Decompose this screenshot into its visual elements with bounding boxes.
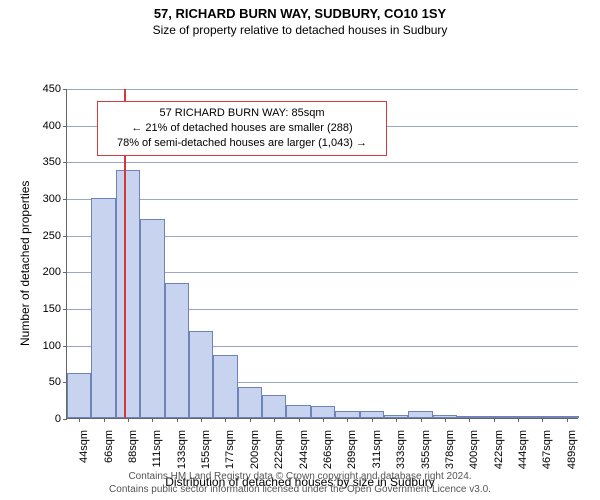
- x-tick-label: 88sqm: [127, 430, 139, 463]
- x-tick-mark: [177, 418, 178, 422]
- x-tick-mark: [225, 418, 226, 422]
- x-tick-mark: [347, 418, 348, 422]
- annotation-line-1: 57 RICHARD BURN WAY: 85sqm: [106, 106, 378, 121]
- x-tick-label: 422sqm: [493, 430, 505, 469]
- x-tick-label: 444sqm: [517, 430, 529, 469]
- x-tick-label: 333sqm: [395, 430, 407, 469]
- x-tick-mark: [104, 418, 105, 422]
- chart-title: 57, RICHARD BURN WAY, SUDBURY, CO10 1SY: [0, 0, 600, 21]
- grid-line: [67, 89, 578, 90]
- x-tick-mark: [128, 418, 129, 422]
- x-tick-mark: [421, 418, 422, 422]
- x-tick-mark: [299, 418, 300, 422]
- x-tick-label: 289sqm: [346, 430, 358, 469]
- x-tick-label: 400sqm: [468, 430, 480, 469]
- histogram-bar: [165, 283, 189, 418]
- y-tick-mark: [63, 199, 67, 200]
- x-tick-mark: [250, 418, 251, 422]
- histogram-bar: [335, 411, 359, 418]
- x-tick-label: 155sqm: [200, 430, 212, 469]
- x-tick-label: 378sqm: [444, 430, 456, 469]
- x-tick-label: 266sqm: [322, 430, 334, 469]
- histogram-bar: [262, 395, 286, 418]
- x-tick-mark: [567, 418, 568, 422]
- x-tick-label: 111sqm: [151, 430, 163, 468]
- x-tick-mark: [469, 418, 470, 422]
- histogram-bar: [91, 198, 115, 418]
- x-tick-mark: [542, 418, 543, 422]
- y-tick-mark: [63, 126, 67, 127]
- y-tick-mark: [63, 419, 67, 420]
- x-tick-label: 44sqm: [78, 430, 90, 463]
- histogram-bar: [213, 355, 237, 418]
- x-tick-label: 66sqm: [103, 430, 115, 463]
- chart-subtitle: Size of property relative to detached ho…: [0, 21, 600, 39]
- x-tick-label: 244sqm: [298, 430, 310, 469]
- x-tick-label: 311sqm: [371, 430, 383, 468]
- histogram-bar: [408, 411, 432, 418]
- annotation-line-3: 78% of semi-detached houses are larger (…: [106, 136, 378, 151]
- footer-line-1: Contains HM Land Registry data © Crown c…: [0, 470, 600, 483]
- histogram-bar: [67, 373, 91, 418]
- y-tick-label: 400: [43, 120, 61, 132]
- grid-line: [67, 162, 578, 163]
- footer-line-2: Contains public sector information licen…: [0, 483, 600, 496]
- x-tick-mark: [445, 418, 446, 422]
- histogram-bar: [311, 406, 335, 418]
- histogram-bar: [116, 170, 140, 418]
- x-tick-mark: [518, 418, 519, 422]
- y-tick-mark: [63, 162, 67, 163]
- x-tick-label: 200sqm: [249, 430, 261, 469]
- y-tick-label: 350: [43, 156, 61, 168]
- histogram-bar: [140, 219, 164, 418]
- x-tick-mark: [79, 418, 80, 422]
- histogram-bar: [286, 405, 310, 418]
- chart-footer: Contains HM Land Registry data © Crown c…: [0, 470, 600, 496]
- histogram-bar: [189, 331, 213, 418]
- y-tick-label: 200: [43, 266, 61, 278]
- x-tick-label: 177sqm: [224, 430, 236, 469]
- y-tick-mark: [63, 346, 67, 347]
- annotation-box: 57 RICHARD BURN WAY: 85sqm← 21% of detac…: [97, 101, 387, 156]
- x-tick-label: 355sqm: [420, 430, 432, 469]
- grid-line: [67, 199, 578, 200]
- y-tick-mark: [63, 272, 67, 273]
- x-tick-label: 489sqm: [566, 430, 578, 469]
- annotation-line-2: ← 21% of detached houses are smaller (28…: [106, 121, 378, 136]
- x-tick-mark: [396, 418, 397, 422]
- x-tick-label: 133sqm: [176, 430, 188, 469]
- y-axis-label: Number of detached properties: [18, 181, 32, 346]
- y-tick-mark: [63, 89, 67, 90]
- y-tick-label: 100: [43, 340, 61, 352]
- y-tick-label: 50: [49, 376, 61, 388]
- histogram-bar: [238, 387, 262, 418]
- x-tick-mark: [201, 418, 202, 422]
- histogram-bar: [360, 411, 384, 418]
- x-tick-mark: [274, 418, 275, 422]
- y-tick-mark: [63, 236, 67, 237]
- y-tick-label: 300: [43, 193, 61, 205]
- x-tick-mark: [372, 418, 373, 422]
- x-tick-mark: [152, 418, 153, 422]
- x-tick-mark: [323, 418, 324, 422]
- x-tick-label: 222sqm: [273, 430, 285, 469]
- plot-region: 05010015020025030035040045044sqm66sqm88s…: [66, 89, 578, 419]
- y-tick-label: 0: [55, 413, 61, 425]
- y-tick-label: 450: [43, 83, 61, 95]
- y-tick-label: 150: [43, 303, 61, 315]
- x-tick-mark: [494, 418, 495, 422]
- y-tick-mark: [63, 309, 67, 310]
- y-tick-label: 250: [43, 230, 61, 242]
- x-tick-label: 467sqm: [541, 430, 553, 469]
